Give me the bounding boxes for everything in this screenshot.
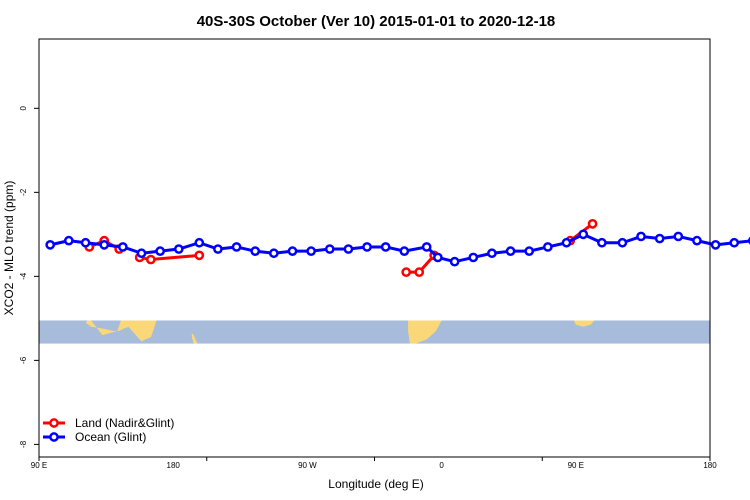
ocean-data-point (213, 244, 223, 254)
y-tick-label: -2 (19, 188, 28, 196)
ocean-data-point (306, 246, 316, 257)
land-shape-0 (85, 320, 157, 342)
ocean-data-point (505, 246, 516, 257)
ocean-data-point (118, 242, 128, 252)
x-tick-label: 0 (439, 461, 444, 470)
chart-title: 40S-30S October (Ver 10) 2015-01-01 to 2… (197, 13, 556, 30)
x-tick-label: 180 (167, 461, 181, 470)
legend-ocean-marker (49, 432, 59, 442)
y-tick-label: 0 (19, 106, 28, 111)
x-axis: 90 E 180 90 W 0 90 E 180 (31, 457, 717, 470)
x-tick-label: 90 W (298, 461, 317, 470)
ocean-data-point (63, 235, 74, 246)
ocean-data-point (729, 237, 740, 248)
ocean-data-point (578, 229, 589, 240)
y-tick-label: -4 (19, 272, 28, 280)
land-shape-2 (408, 320, 442, 344)
land-shape-3 (573, 320, 595, 327)
ocean-data-point (449, 256, 460, 267)
ocean-data-point (399, 246, 410, 257)
legend-ocean-label: Ocean (Glint) (75, 430, 146, 444)
x-tick-label: 180 (703, 461, 717, 470)
ocean-data-point (194, 237, 205, 248)
ocean-data-point (692, 235, 702, 246)
ocean-data-point (380, 242, 391, 252)
ocean-data-point (524, 246, 535, 257)
ocean-data-point (617, 237, 628, 248)
y-tick-label: -6 (19, 356, 28, 364)
ocean-data-point (487, 248, 497, 259)
ocean-data-point (136, 248, 147, 259)
ocean-data-point (468, 252, 479, 263)
legend-land-marker (49, 418, 59, 428)
ocean-data-point (287, 246, 298, 257)
land-data-point (414, 267, 425, 278)
ocean-data-point (343, 244, 354, 254)
legend-land-label: Land (Nadir&Glint) (75, 416, 174, 430)
series-layer (45, 218, 750, 278)
ocean-data-point (362, 242, 372, 252)
ocean-data-point (673, 231, 684, 242)
land-shape-1 (191, 333, 198, 344)
y-axis-label: XCO2 - MLO trend (ppm) (2, 181, 16, 316)
x-tick-label: 90 E (31, 461, 47, 470)
ocean-data-point (324, 244, 335, 254)
ocean-data-point (250, 246, 261, 257)
ocean-data-point (542, 242, 553, 252)
land-data-point (401, 267, 412, 278)
ocean-data-point (636, 231, 646, 242)
ocean-data-point (421, 242, 432, 252)
x-tick-label: 90 E (568, 461, 584, 470)
ocean-data-point (654, 233, 665, 244)
land-data-point (145, 254, 156, 265)
ocean-land-band (39, 320, 710, 344)
ocean-data-point (45, 239, 56, 250)
ocean-data-point (231, 242, 242, 252)
ocean-data-point (99, 239, 110, 250)
x-axis-label: Longitude (deg E) (328, 477, 423, 491)
ocean-data-point (269, 248, 279, 259)
ocean-band (39, 320, 710, 344)
y-tick-label: -8 (19, 440, 28, 448)
ocean-data-point (597, 237, 607, 248)
ocean-data-point (155, 246, 166, 257)
ocean-data-point (433, 252, 443, 263)
ocean-data-point (80, 237, 91, 248)
ocean-series-line-0 (49, 232, 750, 264)
land-data-point (194, 250, 205, 261)
ocean-data-point (710, 239, 721, 250)
y-axis: 0 -2 -4 -6 -8 (19, 106, 39, 448)
legend: Land (Nadir&Glint) Ocean (Glint) (43, 416, 174, 444)
ocean-data-point (173, 244, 184, 254)
ocean-data-point (561, 237, 572, 248)
land-data-point (587, 218, 598, 229)
